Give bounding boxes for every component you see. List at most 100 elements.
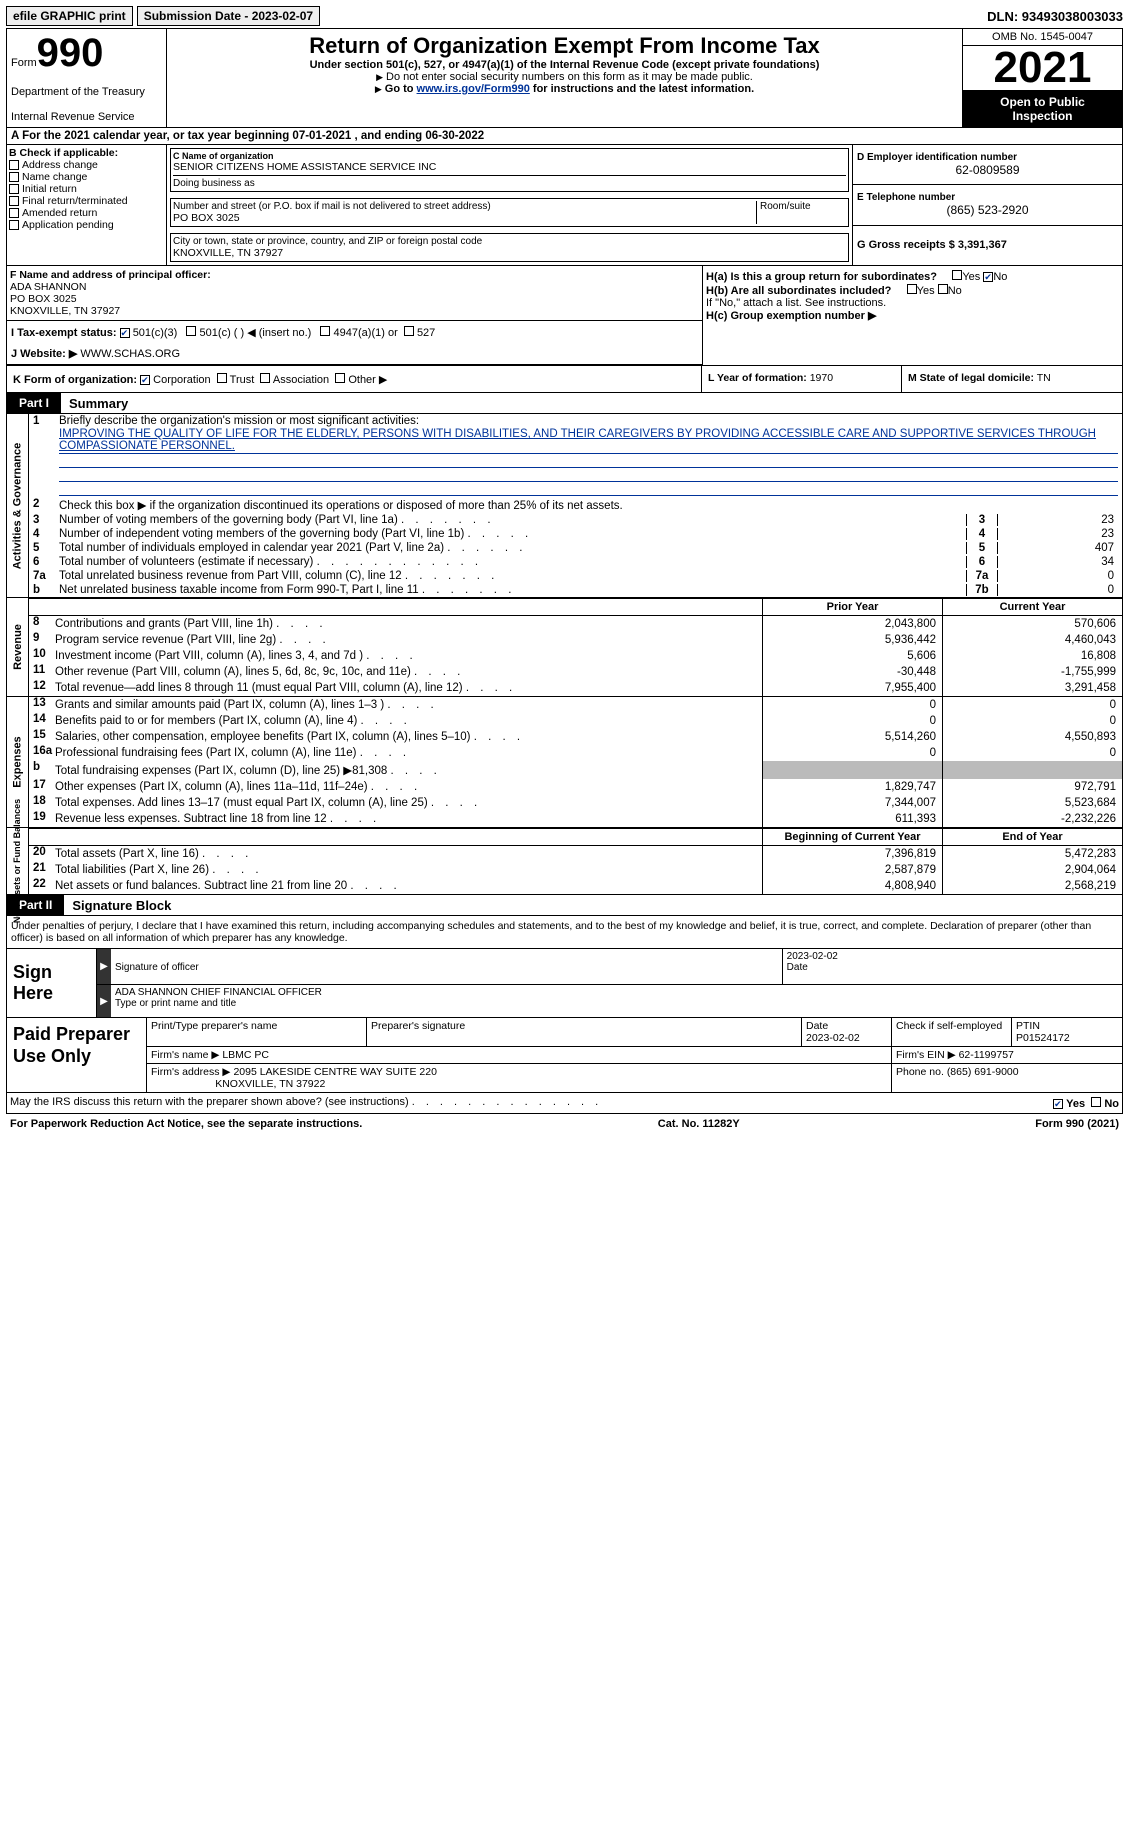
firm-name: LBMC PC [222, 1049, 269, 1061]
chk-527[interactable] [404, 326, 414, 336]
preparer-block: Paid Preparer Use Only Print/Type prepar… [6, 1018, 1123, 1093]
netassets-section: Net Assets or Fund Balances Beginning of… [6, 828, 1123, 895]
hdr-end: End of Year [942, 829, 1122, 845]
chk-501c[interactable] [186, 326, 196, 336]
l7b-val: 0 [998, 584, 1118, 596]
officer-name: ADA SHANNON [10, 281, 86, 293]
chk-amended[interactable] [9, 208, 19, 218]
vtab-na: Net Assets or Fund Balances [13, 799, 23, 923]
sig-date: 2023-02-02 [787, 951, 838, 962]
chk-final[interactable] [9, 196, 19, 206]
expenses-section: Expenses 13Grants and similar amounts pa… [6, 697, 1123, 828]
chk-corp[interactable] [140, 375, 150, 385]
k-label: K Form of organization: [13, 374, 137, 386]
firm-label: Firm's name ▶ [151, 1049, 219, 1061]
l7a-text: Total unrelated business revenue from Pa… [59, 570, 966, 582]
l6-val: 34 [998, 556, 1118, 568]
chk-trust[interactable] [217, 373, 227, 383]
chk-501c3[interactable] [120, 328, 130, 338]
phone: (865) 523-2920 [857, 203, 1118, 217]
chk-4947[interactable] [320, 326, 330, 336]
l4-text: Number of independent voting members of … [59, 528, 966, 540]
revenue-section: Revenue Prior YearCurrent Year 8Contribu… [6, 598, 1123, 697]
row-fgh: F Name and address of principal officer:… [6, 266, 1123, 366]
ein-label: D Employer identification number [857, 152, 1118, 163]
l-val: 1970 [810, 372, 833, 384]
table-row: 18Total expenses. Add lines 13–17 (must … [29, 795, 1122, 811]
chk-discuss-no[interactable] [1091, 1097, 1101, 1107]
dept-label: Department of the Treasury [11, 86, 162, 98]
entity-box: B Check if applicable: Address change Na… [6, 145, 1123, 266]
vtab-exp: Expenses [12, 736, 24, 787]
prep-date: 2023-02-02 [806, 1032, 860, 1044]
prep-h3: Date [806, 1020, 828, 1032]
chk-hb-yes[interactable] [907, 284, 917, 294]
footer-left: For Paperwork Reduction Act Notice, see … [10, 1118, 362, 1130]
page-footer: For Paperwork Reduction Act Notice, see … [6, 1114, 1123, 1134]
part-1-title: Summary [61, 396, 128, 411]
form-number: 990 [37, 31, 104, 75]
hc-label: H(c) Group exemption number ▶ [706, 310, 876, 322]
table-row: 8Contributions and grants (Part VIII, li… [29, 616, 1122, 632]
chk-assoc[interactable] [260, 373, 270, 383]
table-row: 14Benefits paid to or for members (Part … [29, 713, 1122, 729]
part-1-bar: Part I Summary [6, 393, 1123, 414]
submission-box: Submission Date - 2023-02-07 [137, 6, 320, 26]
tax-year: 2021 [963, 46, 1122, 91]
firm-phone-label: Phone no. [896, 1066, 944, 1078]
table-row: 9Program service revenue (Part VIII, lin… [29, 632, 1122, 648]
form-label: Form [11, 57, 37, 69]
inspection-label: Open to PublicInspection [963, 91, 1122, 127]
officer-label: F Name and address of principal officer: [10, 269, 211, 281]
l5-text: Total number of individuals employed in … [59, 542, 966, 554]
box-b-title: B Check if applicable: [9, 147, 164, 159]
chk-pending[interactable] [9, 220, 19, 230]
city: KNOXVILLE, TN 37927 [173, 247, 846, 259]
city-label: City or town, state or province, country… [173, 236, 846, 247]
table-row: 19Revenue less expenses. Subtract line 1… [29, 811, 1122, 827]
sign-here-label: Sign Here [13, 962, 96, 1004]
hb-label: H(b) Are all subordinates included? [706, 285, 891, 297]
table-row: 10Investment income (Part VIII, column (… [29, 648, 1122, 664]
dba-label: Doing business as [173, 175, 846, 189]
dln-label: DLN: 93493038003033 [987, 9, 1123, 24]
table-row: 12Total revenue—add lines 8 through 11 (… [29, 680, 1122, 696]
chk-ha-yes[interactable] [952, 270, 962, 280]
l7a-val: 0 [998, 570, 1118, 582]
chk-other[interactable] [335, 373, 345, 383]
hdr-prior: Prior Year [762, 599, 942, 615]
row-a: A For the 2021 calendar year, or tax yea… [6, 128, 1123, 145]
table-row: bTotal fundraising expenses (Part IX, co… [29, 761, 1122, 779]
hb-note: If "No," attach a list. See instructions… [706, 297, 1119, 309]
row-kl: K Form of organization: Corporation Trus… [6, 366, 1123, 393]
l6-text: Total number of volunteers (estimate if … [59, 556, 966, 568]
table-row: 21Total liabilities (Part X, line 26) . … [29, 862, 1122, 878]
chk-initial[interactable] [9, 184, 19, 194]
l2-text: Check this box ▶ if the organization dis… [59, 498, 1118, 512]
prep-ptin: P01524172 [1016, 1032, 1070, 1044]
chk-hb-no[interactable] [938, 284, 948, 294]
firm-addr-label: Firm's address ▶ [151, 1066, 231, 1078]
chk-discuss-yes[interactable] [1053, 1099, 1063, 1109]
gross-label: G Gross receipts $ 3,391,367 [857, 239, 1118, 251]
irs-link[interactable]: www.irs.gov/Form990 [417, 83, 530, 95]
sign-block: Sign Here ▶ Signature of officer 2023-02… [6, 949, 1123, 1018]
street-label: Number and street (or P.O. box if mail i… [173, 201, 756, 212]
l3-val: 23 [998, 514, 1118, 526]
phone-label: E Telephone number [857, 192, 1118, 203]
part-2-bar: Part II Signature Block [6, 895, 1123, 916]
chk-name[interactable] [9, 172, 19, 182]
form-header: Form990 Department of the Treasury Inter… [6, 28, 1123, 128]
firm-addr1: 2095 LAKESIDE CENTRE WAY SUITE 220 [233, 1066, 436, 1078]
l4-val: 23 [998, 528, 1118, 540]
website-label: J Website: ▶ [11, 348, 77, 360]
l7b-text: Net unrelated business taxable income fr… [59, 584, 966, 596]
ein: 62-0809589 [857, 163, 1118, 177]
chk-address[interactable] [9, 160, 19, 170]
prep-h4: Check if self-employed [896, 1020, 1002, 1032]
m-label: M State of legal domicile: [908, 372, 1034, 384]
chk-ha-no[interactable] [983, 272, 993, 282]
org-name-label: C Name of organization [173, 151, 846, 161]
top-bar: efile GRAPHIC print Submission Date - 20… [6, 6, 1123, 26]
footer-mid: Cat. No. 11282Y [658, 1118, 740, 1130]
